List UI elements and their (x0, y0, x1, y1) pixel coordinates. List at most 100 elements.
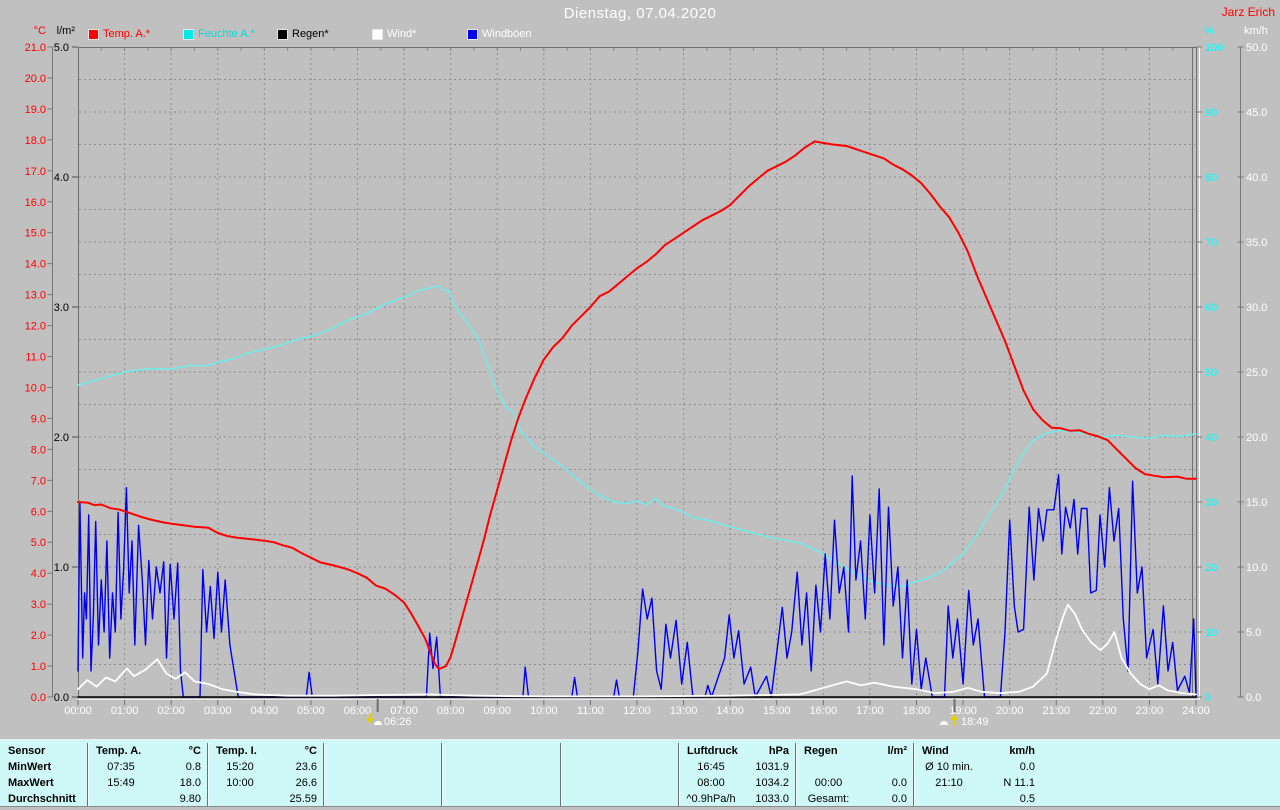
humidity-axis-tick-label: 40 (1205, 432, 1217, 444)
humidity-axis-tick-label: 80 (1205, 172, 1217, 184)
table-group-empty3 (441, 743, 560, 806)
hour-label: 10:00 (530, 705, 558, 717)
hour-label: 09:00 (483, 705, 511, 717)
table-cell-label: 07:35 (107, 761, 135, 773)
temp-axis-tick-label: 5.0 (31, 537, 46, 549)
hour-label: 18:00 (903, 705, 931, 717)
legend-swatch-icon (183, 29, 194, 40)
table-group-header: Temp. A. °C (88, 743, 207, 759)
table-cell-value: 0.0 (891, 777, 907, 789)
table-group-regen: Regen l/m² 00:00 0.0 Gesamt: 0.0 (795, 743, 913, 806)
hour-label: 02:00 (157, 705, 185, 717)
table-group-header: Luftdruck hPa (679, 743, 795, 759)
hour-label: 16:00 (810, 705, 838, 717)
legend-label: Regen* (292, 28, 329, 40)
table-row (561, 775, 678, 791)
series-feuchtea (77, 284, 1197, 588)
legend-label: Temp. A.* (103, 28, 151, 40)
table-row-label: MaxWert (8, 777, 54, 789)
table-row: 15:20 23.6 (208, 759, 323, 775)
legend-swatch-icon (372, 29, 383, 40)
rain-axis-title: l/m² (56, 25, 75, 37)
table-group-header (324, 743, 441, 759)
legend-label: Wind* (387, 28, 417, 40)
series-windben (77, 474, 1197, 698)
chart-legend: Temp. A.* Feuchte A.* Regen* Wind* Windböen (0, 28, 1280, 43)
temp-axis-tick-label: 2.0 (31, 630, 46, 642)
table-row: 15:49 18.0 (88, 775, 207, 791)
legend-swatch-icon (88, 29, 99, 40)
wind-axis-tick-label: 30.0 (1246, 302, 1267, 314)
humidity-axis-tick-label: 90 (1205, 107, 1217, 119)
rain-axis-tick-label: 0.0 (54, 692, 69, 704)
hour-label: 24:00 (1182, 705, 1210, 717)
hour-label: 00:00 (64, 705, 92, 717)
rain-axis-tick-label: 2.0 (54, 432, 69, 444)
table-cell-label: 15:49 (107, 777, 135, 789)
legend-label: Feuchte A.* (198, 28, 255, 40)
table-row: 00:00 0.0 (796, 775, 913, 791)
table-cell-label: 10:00 (226, 777, 254, 789)
table-row (561, 759, 678, 775)
table-row (324, 775, 441, 791)
humidity-axis-tick-label: 50 (1205, 367, 1217, 379)
table-row: 9.80 (88, 791, 207, 807)
table-row-label: Sensor (8, 745, 46, 757)
table-group-name: Temp. I. (216, 745, 257, 757)
table-group-unit: l/m² (887, 745, 907, 757)
table-group-header: Temp. I. °C (208, 743, 323, 759)
table-row: 0.5 (914, 791, 1280, 807)
table-cell-value: 0.0 (891, 793, 907, 805)
temp-axis-tick-label: 14.0 (25, 259, 46, 271)
table-cell-label: 15:20 (226, 761, 254, 773)
table-group-wind: Wind km/h Ø 10 min. 0.0 21:10 N 11.1 0.5 (913, 743, 1280, 806)
rain-axis-tick-label: 3.0 (54, 302, 69, 314)
humidity-axis-tick-label: 100 (1205, 42, 1223, 54)
table-group-header (561, 743, 678, 759)
table-row: Ø 10 min. 0.0 (914, 759, 1280, 775)
table-cell-value: 0.0 (1019, 761, 1035, 773)
temp-axis-tick-label: 8.0 (31, 444, 46, 456)
temp-axis-tick-label: 0.0 (31, 692, 46, 704)
hour-label: 01:00 (111, 705, 139, 717)
table-group-luftdruck: Luftdruck hPa 16:45 1031.9 08:00 1034.2 ^0.9hP… (678, 743, 795, 806)
hour-label: 06:00 (344, 705, 372, 717)
table-row-label: Durchschnitt (8, 793, 76, 805)
temp-axis-tick-label: 21.0 (25, 42, 46, 54)
series-tempa (77, 140, 1197, 671)
table-group-name: Temp. A. (96, 745, 142, 757)
chart-plot: 0.0 1.0 2.0 3.0 4.0 5.0 6.0 7.0 8.0 9.0 10.0 11.0 12… (25, 42, 1268, 717)
table-group-tempa: Temp. A. °C 07:35 0.8 15:49 18.0 9.80 (87, 743, 207, 806)
series-wind (77, 603, 1197, 698)
table-row (561, 791, 678, 807)
table-cell-label: 00:00 (814, 777, 843, 789)
wind-axis-tick-label: 45.0 (1246, 107, 1267, 119)
legend-swatch-icon (467, 29, 478, 40)
table-group-name: Wind (922, 745, 949, 757)
rain-axis-tick-label: 4.0 (54, 172, 69, 184)
wind-axis-tick-label: 10.0 (1246, 562, 1267, 574)
table-cell-value: 26.6 (295, 777, 317, 789)
wind-axis-tick-label: 25.0 (1246, 367, 1267, 379)
humidity-axis-tick-label: 60 (1205, 302, 1217, 314)
table-row: 21:10 N 11.1 (914, 775, 1280, 791)
table-cell-value: 25.59 (289, 793, 317, 805)
humidity-axis-tick-label: 20 (1205, 562, 1217, 574)
temp-axis-tick-label: 9.0 (31, 413, 46, 425)
wind-axis-title: km/h (1244, 25, 1268, 37)
hour-label: 12:00 (623, 705, 651, 717)
sunrise-icon (366, 713, 382, 725)
table-row (796, 759, 913, 775)
temp-axis-tick-label: 16.0 (25, 197, 46, 209)
table-row-label: MinWert (8, 761, 52, 773)
temp-axis-title: °C (33, 25, 46, 37)
humidity-axis-tick-label: 10 (1205, 627, 1217, 639)
legend-label: Windböen (482, 28, 532, 40)
hour-label: 23:00 (1136, 705, 1164, 717)
table-row: ^0.9hPa/h 1033.0 (679, 791, 795, 807)
humidity-axis-tick-label: 70 (1205, 237, 1217, 249)
humidity-axis-tick-label: 30 (1205, 497, 1217, 509)
sunset-icon (940, 714, 958, 726)
legend-swatch-icon (277, 29, 288, 40)
hour-label: 17:00 (856, 705, 884, 717)
